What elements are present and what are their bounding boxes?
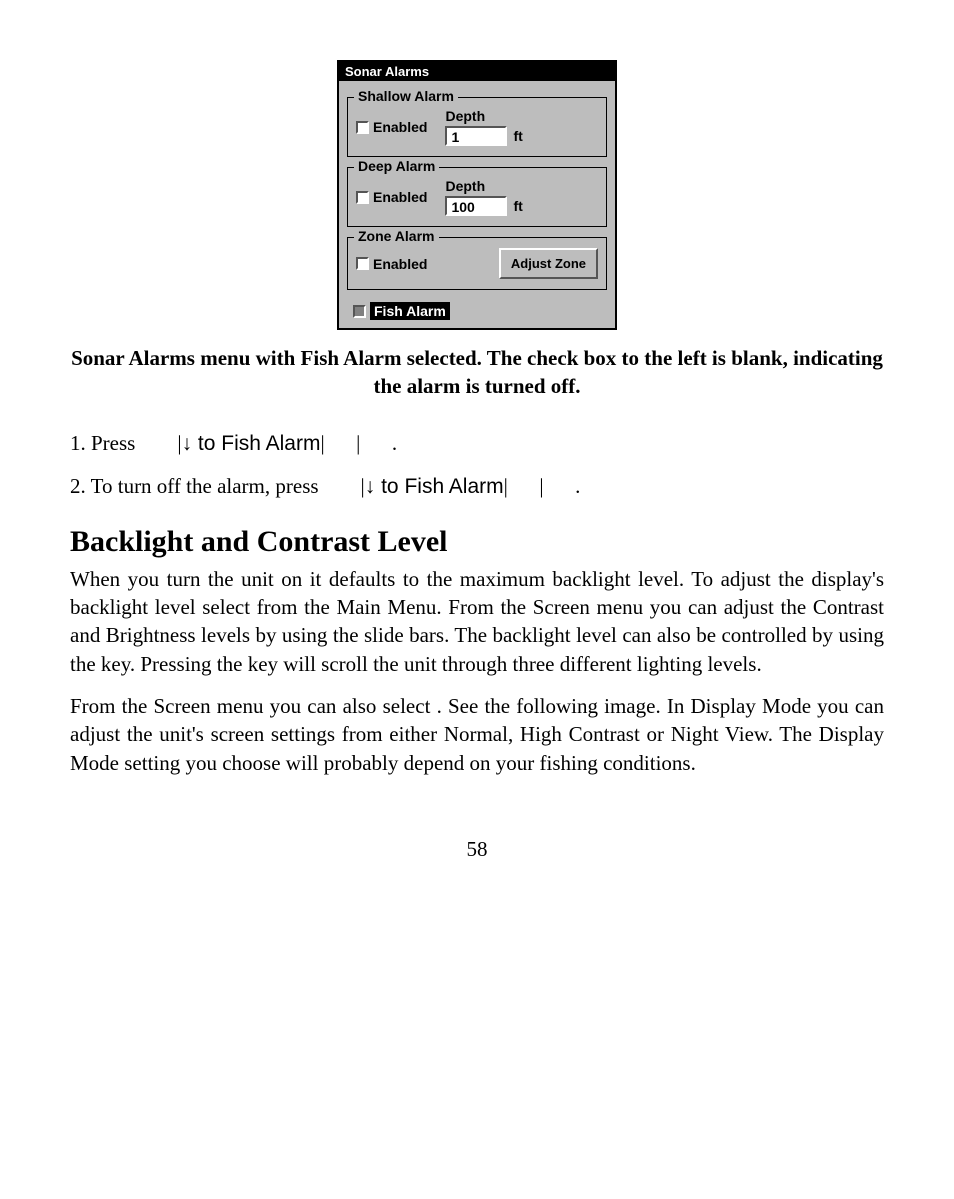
deep-depth-label: Depth (445, 178, 522, 194)
deep-enabled-label: Enabled (373, 189, 427, 205)
deep-enabled-checkbox[interactable] (356, 191, 369, 204)
screenshot-container: Sonar Alarms Shallow Alarm Enabled Depth… (70, 60, 884, 330)
sonar-alarms-window: Sonar Alarms Shallow Alarm Enabled Depth… (337, 60, 617, 330)
step1-gap (325, 431, 357, 456)
shallow-depth-label: Depth (445, 108, 522, 124)
shallow-depth-input[interactable]: 1 (445, 126, 507, 146)
step2-dot: . (544, 474, 581, 499)
step2-arrow-text: ↓ to Fish Alarm (365, 475, 504, 499)
paragraph-1: When you turn the unit on it defaults to… (70, 565, 884, 678)
shallow-enabled-checkbox[interactable] (356, 121, 369, 134)
fish-alarm-checkbox[interactable] (353, 305, 366, 318)
deep-alarm-legend: Deep Alarm (354, 158, 439, 174)
deep-depth-unit: ft (513, 198, 522, 214)
fish-alarm-label: Fish Alarm (370, 302, 450, 320)
step1-prefix: 1. Press (70, 431, 135, 456)
window-titlebar: Sonar Alarms (339, 62, 615, 81)
window-body: Shallow Alarm Enabled Depth 1 ft (339, 81, 615, 328)
zone-enabled-label: Enabled (373, 256, 427, 272)
step1-dot: . (360, 431, 397, 456)
step-1: 1. Press | ↓ to Fish Alarm | | . (70, 431, 884, 456)
shallow-alarm-legend: Shallow Alarm (354, 88, 458, 104)
figure-caption: Sonar Alarms menu with Fish Alarm select… (70, 344, 884, 401)
deep-depth-input[interactable]: 100 (445, 196, 507, 216)
step1-arrow-text: ↓ to Fish Alarm (182, 432, 321, 456)
shallow-depth-unit: ft (513, 128, 522, 144)
page-number: 58 (70, 837, 884, 862)
zone-alarm-legend: Zone Alarm (354, 228, 439, 244)
zone-enabled-checkbox[interactable] (356, 257, 369, 270)
zone-alarm-group: Zone Alarm Enabled Adjust Zone (347, 237, 607, 290)
step-2: 2. To turn off the alarm, press | ↓ to F… (70, 474, 884, 499)
deep-alarm-group: Deep Alarm Enabled Depth 100 ft (347, 167, 607, 227)
step2-prefix: 2. To turn off the alarm, press (70, 474, 319, 499)
step2-gap (508, 474, 540, 499)
shallow-alarm-group: Shallow Alarm Enabled Depth 1 ft (347, 97, 607, 157)
section-heading: Backlight and Contrast Level (70, 525, 884, 559)
adjust-zone-button[interactable]: Adjust Zone (499, 248, 598, 279)
shallow-enabled-label: Enabled (373, 119, 427, 135)
fish-alarm-row[interactable]: Fish Alarm (347, 302, 607, 320)
paragraph-2: From the Screen menu you can also select… (70, 692, 884, 777)
